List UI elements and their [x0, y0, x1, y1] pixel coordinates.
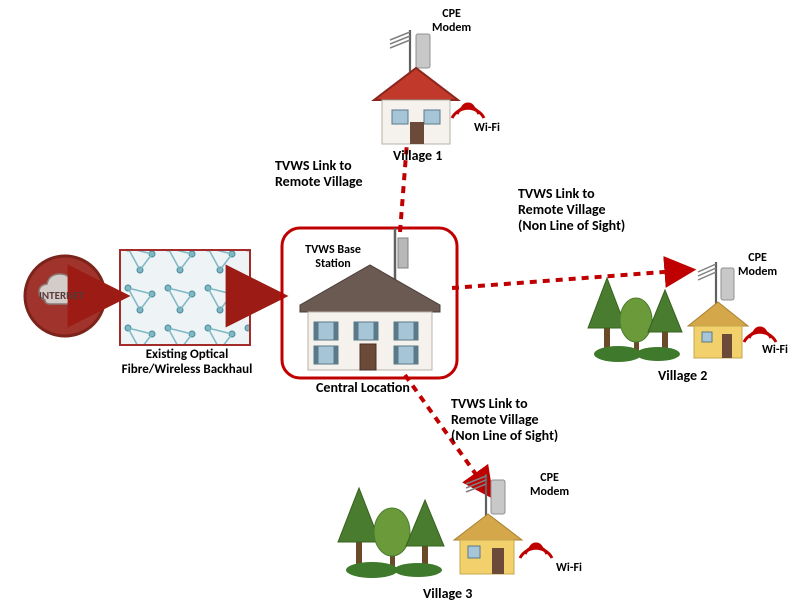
v3-wifi-label: Wi-Fi	[556, 562, 582, 576]
v1-wifi-label: Wi-Fi	[474, 122, 500, 136]
diagram-canvas	[0, 0, 800, 607]
v2-wifi-label: Wi-Fi	[762, 344, 788, 358]
v3-cpe-label: CPE Modem	[530, 472, 569, 500]
link3-label: TVWS Link to Remote Village (Non Line of…	[451, 396, 591, 444]
village-1	[374, 30, 484, 144]
village-3	[338, 474, 552, 578]
link2-label: TVWS Link to Remote Village (Non Line of…	[518, 186, 658, 234]
v1-cpe-label: CPE Modem	[432, 8, 471, 36]
v2-cpe-label: CPE Modem	[738, 252, 777, 280]
v2-name: Village 2	[658, 368, 707, 384]
v3-name: Village 3	[423, 586, 472, 602]
v1-name: Village 1	[393, 148, 442, 164]
backhaul-node	[120, 250, 250, 345]
internet-label: INTERNET	[39, 290, 84, 303]
link1-label: TVWS Link to Remote Village	[275, 158, 385, 190]
tvws-link-2	[452, 270, 690, 288]
tvws-base-label: TVWS Base Station	[296, 244, 370, 272]
central-label: Central Location	[316, 380, 410, 396]
backhaul-label: Existing Optical Fibre/Wireless Backhaul	[112, 348, 262, 378]
